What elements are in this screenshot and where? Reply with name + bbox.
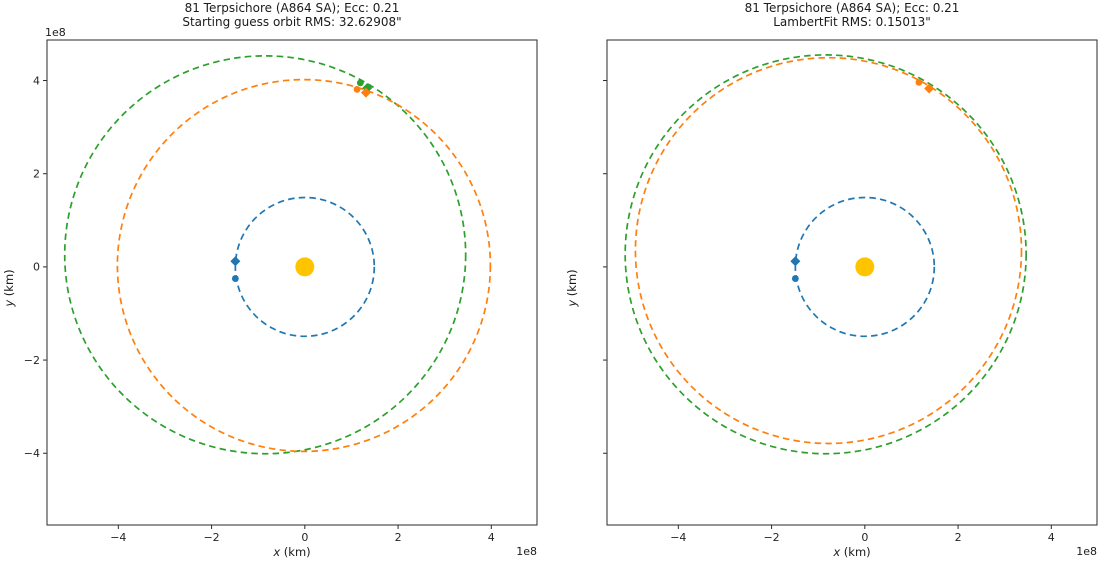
x-tick-label: 2 (395, 531, 402, 544)
left-x-axis-variable: x (273, 545, 281, 559)
earth-orbit (794, 196, 936, 338)
x-tick-label: 2 (955, 531, 962, 544)
y-tick-label: −4 (24, 447, 40, 460)
sun-marker (295, 257, 315, 277)
fit-position-circle (915, 78, 923, 86)
x-tick-label: −4 (110, 531, 126, 544)
left-y-axis-variable: y (2, 299, 16, 307)
y-tick-label: −2 (24, 354, 40, 367)
left-y-axis-label: y (km) (2, 269, 16, 306)
starting-guess-orbit (116, 78, 492, 453)
y-tick-label: 4 (33, 74, 40, 87)
left-x-axis-offset-label: 1e8 (516, 545, 537, 558)
x-tick-label: 4 (1048, 531, 1055, 544)
sun-marker (855, 257, 875, 277)
true-orbit (63, 54, 467, 455)
right-x-axis-variable: x (833, 545, 841, 559)
plot-frame (606, 39, 1098, 526)
right-y-axis-unit: (km) (565, 269, 579, 300)
left-y-axis-unit: (km) (2, 269, 16, 300)
right-plot-title: 81 Terpsichore (A864 SA); Ecc: 0.21 Lamb… (607, 1, 1097, 29)
left-y-axis-offset-label: 1e8 (45, 26, 66, 39)
x-tick-label: 0 (861, 531, 868, 544)
left-plot-title-line2: Starting guess orbit RMS: 32.62908" (182, 14, 402, 29)
earth-orbit (234, 196, 376, 338)
right-y-axis-label: y (km) (565, 269, 579, 306)
left-plot-title-line1: 81 Terpsichore (A864 SA); Ecc: 0.21 (184, 1, 400, 15)
x-tick-label: −2 (203, 531, 219, 544)
guess-position-diamond (360, 87, 371, 98)
earth-position-circle (791, 275, 799, 282)
right-x-axis-offset-label: 1e8 (1076, 545, 1097, 558)
plot-frame (46, 39, 538, 526)
earth-position-diamond (230, 256, 241, 267)
right-y-axis-variable: y (565, 299, 579, 307)
x-tick-label: −4 (670, 531, 686, 544)
right-plot-area: −4 −2 0 2 4 (603, 39, 1098, 544)
fit-position-diamond (924, 83, 935, 94)
right-x-axis-unit: (km) (840, 545, 871, 559)
x-tick-label: 4 (488, 531, 495, 544)
left-plot-title: 81 Terpsichore (A864 SA); Ecc: 0.21 Star… (47, 1, 537, 29)
true-orbit (624, 54, 1027, 455)
right-plot-title-line2: LambertFit RMS: 0.15013" (773, 14, 931, 29)
right-x-axis-label: x (km) (607, 545, 1097, 559)
y-tick-label: 2 (33, 168, 40, 181)
true-position-circle (356, 79, 364, 87)
right-plot-title-line1: 81 Terpsichore (A864 SA); Ecc: 0.21 (744, 1, 960, 15)
x-tick-label: −2 (763, 531, 779, 544)
left-plot-area: −4 −2 0 2 4 4 2 0 −2 −4 (24, 39, 538, 544)
x-tick-label: 0 (301, 531, 308, 544)
left-x-axis-unit: (km) (280, 545, 311, 559)
earth-position-diamond (790, 256, 801, 267)
lambert-fit-orbit (634, 56, 1023, 445)
guess-position-circle (353, 85, 361, 93)
y-tick-label: 0 (33, 261, 40, 274)
earth-position-circle (231, 275, 239, 282)
left-x-axis-label: x (km) (47, 545, 537, 559)
